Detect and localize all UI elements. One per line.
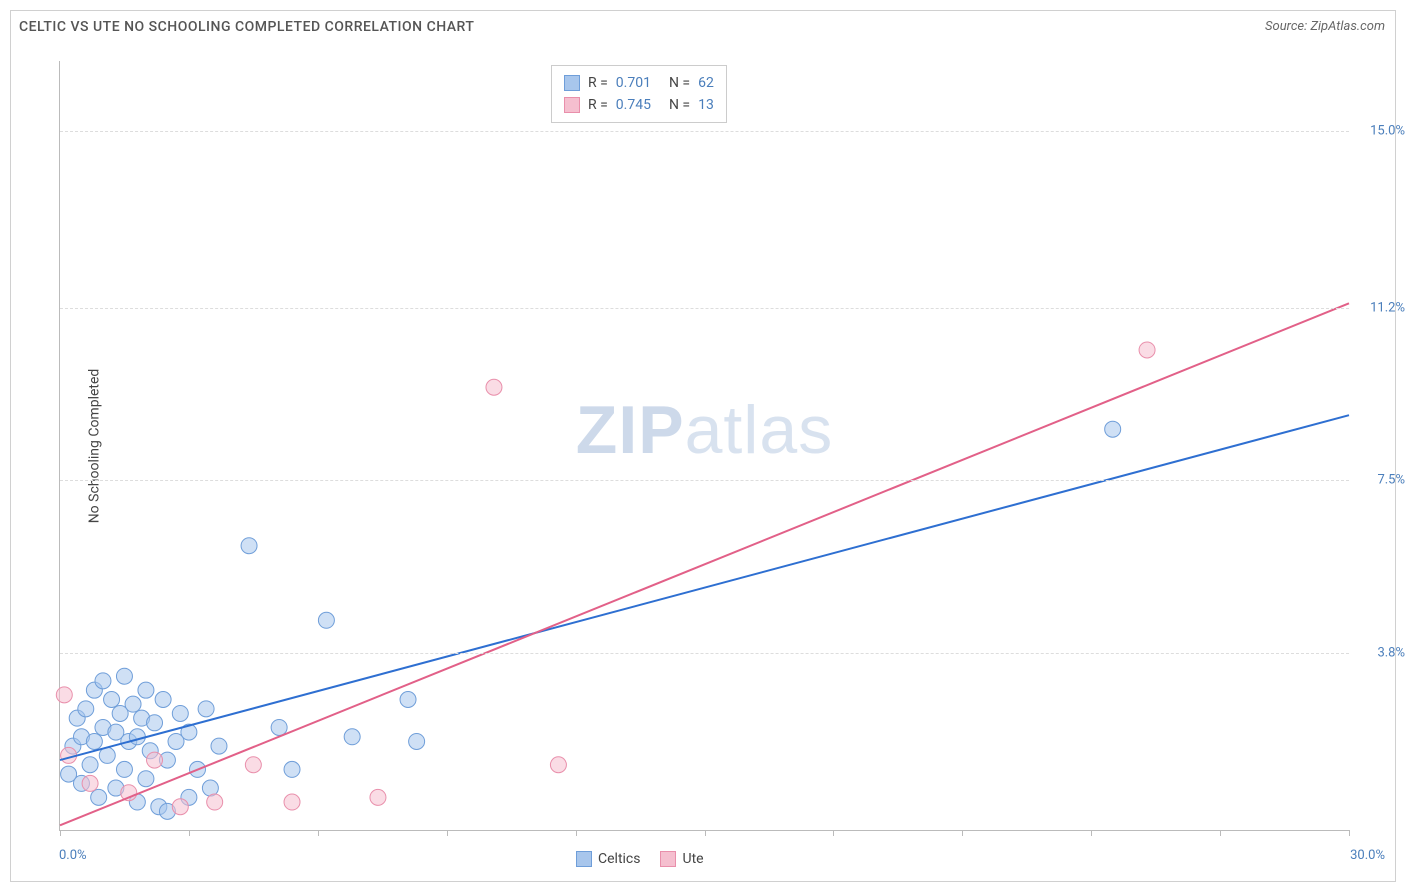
- data-point: [284, 761, 300, 777]
- x-tick: [447, 830, 448, 836]
- legend-item: Ute: [660, 851, 703, 867]
- x-tick: [705, 830, 706, 836]
- y-tick-label: 11.2%: [1370, 301, 1405, 316]
- legend-row: R = 0.745 N = 13: [564, 94, 714, 116]
- legend-n-label: N =: [669, 94, 690, 116]
- data-point: [138, 682, 154, 698]
- data-point: [486, 379, 502, 395]
- data-point: [241, 538, 257, 554]
- gridline: [60, 308, 1349, 309]
- legend-swatch: [576, 851, 592, 867]
- legend-n-label: N =: [669, 72, 690, 94]
- data-point: [116, 668, 132, 684]
- correlation-legend: R = 0.701 N = 62 R = 0.745 N = 13: [551, 65, 727, 123]
- data-point: [56, 687, 72, 703]
- gridline: [60, 480, 1349, 481]
- data-point: [207, 794, 223, 810]
- data-point: [245, 757, 261, 773]
- data-point: [172, 799, 188, 815]
- series-legend: Celtics Ute: [576, 851, 704, 867]
- chart-title: CELTIC VS UTE NO SCHOOLING COMPLETED COR…: [19, 19, 474, 35]
- x-axis-min-label: 0.0%: [59, 848, 87, 863]
- legend-r-value: 0.701: [616, 72, 651, 94]
- data-point: [116, 761, 132, 777]
- data-point: [78, 701, 94, 717]
- data-point: [271, 719, 287, 735]
- data-point: [125, 696, 141, 712]
- data-point: [104, 692, 120, 708]
- legend-row: R = 0.701 N = 62: [564, 72, 714, 94]
- data-point: [370, 789, 386, 805]
- data-point: [95, 673, 111, 689]
- data-point: [409, 733, 425, 749]
- legend-label: Ute: [682, 851, 703, 867]
- legend-swatch: [564, 75, 580, 91]
- x-tick: [60, 830, 61, 836]
- data-point: [198, 701, 214, 717]
- data-point: [344, 729, 360, 745]
- data-point: [172, 705, 188, 721]
- data-point: [82, 775, 98, 791]
- plot-area: ZIPatlas 3.8%7.5%11.2%15.0%: [59, 61, 1349, 831]
- source-attribution: Source: ZipAtlas.com: [1265, 19, 1385, 34]
- data-point: [211, 738, 227, 754]
- data-point: [138, 771, 154, 787]
- data-point: [318, 612, 334, 628]
- chart-container: CELTIC VS UTE NO SCHOOLING COMPLETED COR…: [10, 10, 1396, 882]
- x-tick: [318, 830, 319, 836]
- y-tick-label: 15.0%: [1370, 123, 1405, 138]
- legend-r-label: R =: [588, 72, 608, 94]
- legend-r-label: R =: [588, 94, 608, 116]
- x-tick: [833, 830, 834, 836]
- plot-svg: [60, 61, 1349, 830]
- x-tick: [189, 830, 190, 836]
- x-tick: [1349, 830, 1350, 836]
- data-point: [550, 757, 566, 773]
- data-point: [1139, 342, 1155, 358]
- data-point: [284, 794, 300, 810]
- trend-line: [60, 415, 1349, 760]
- legend-swatch: [564, 97, 580, 113]
- legend-swatch: [660, 851, 676, 867]
- legend-r-value: 0.745: [616, 94, 651, 116]
- data-point: [147, 715, 163, 731]
- trend-line: [60, 303, 1349, 825]
- y-tick-label: 7.5%: [1377, 473, 1405, 488]
- data-point: [82, 757, 98, 773]
- legend-n-value: 13: [698, 94, 714, 116]
- data-point: [400, 692, 416, 708]
- x-tick: [1220, 830, 1221, 836]
- x-tick: [1091, 830, 1092, 836]
- x-tick: [576, 830, 577, 836]
- source-label: Source:: [1265, 19, 1307, 34]
- data-point: [86, 733, 102, 749]
- data-point: [129, 729, 145, 745]
- data-point: [1105, 421, 1121, 437]
- data-point: [147, 752, 163, 768]
- y-tick-label: 3.8%: [1377, 645, 1405, 660]
- legend-label: Celtics: [598, 851, 640, 867]
- x-tick: [962, 830, 963, 836]
- gridline: [60, 131, 1349, 132]
- data-point: [91, 789, 107, 805]
- x-axis-max-label: 30.0%: [1350, 848, 1385, 863]
- data-point: [155, 692, 171, 708]
- legend-n-value: 62: [698, 72, 714, 94]
- source-name: ZipAtlas.com: [1310, 19, 1385, 34]
- gridline: [60, 653, 1349, 654]
- legend-item: Celtics: [576, 851, 640, 867]
